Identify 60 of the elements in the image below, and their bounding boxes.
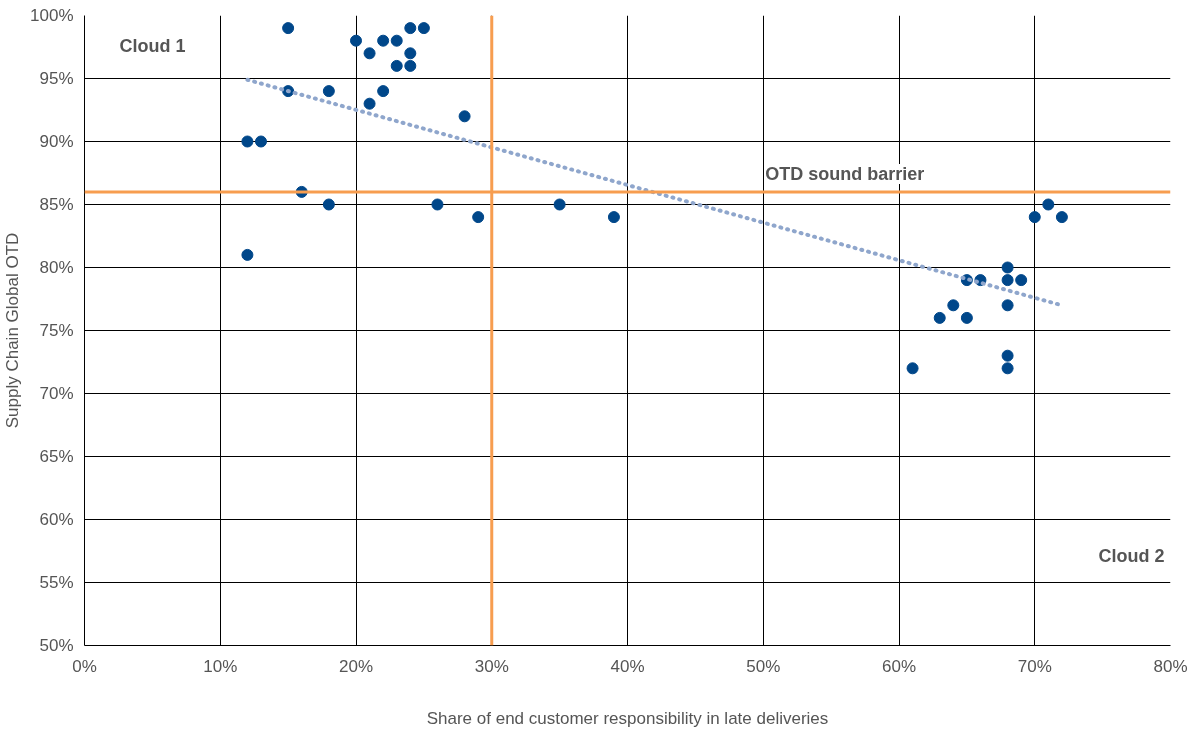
point — [254, 135, 267, 148]
y-tick-label: 100% — [30, 6, 74, 25]
point — [458, 110, 471, 123]
x-tick-label: 50% — [746, 656, 781, 676]
x-tick-label: 60% — [881, 656, 917, 676]
point — [377, 34, 390, 47]
point — [404, 47, 417, 60]
y-tick-label: 85% — [39, 195, 74, 214]
y-tick-label: 80% — [39, 258, 74, 277]
point — [390, 34, 403, 47]
ref-line-label: OTD sound barrier — [765, 163, 925, 184]
annotation: Cloud 2 — [1098, 545, 1165, 566]
point — [363, 47, 376, 60]
x-tick-label: 10% — [203, 656, 238, 676]
y-tick-label: 70% — [39, 384, 74, 403]
point — [377, 85, 390, 98]
point — [404, 59, 417, 72]
x-tick-label: 40% — [610, 656, 645, 676]
annotation: Cloud 1 — [119, 35, 186, 56]
point — [1001, 362, 1014, 375]
y-tick-label: 50% — [39, 636, 74, 655]
point — [607, 211, 620, 224]
point — [960, 311, 973, 324]
y-axis-title: Supply Chain Global OTD — [3, 232, 23, 429]
point — [1055, 211, 1068, 224]
y-tick-label: 55% — [39, 573, 74, 592]
point — [947, 299, 960, 312]
point — [282, 22, 295, 35]
point — [431, 198, 444, 211]
y-tick-label: 65% — [39, 447, 74, 466]
x-tick-label: 80% — [1153, 656, 1188, 676]
x-tick-label: 20% — [338, 656, 374, 676]
point — [417, 22, 430, 35]
point — [1042, 198, 1055, 211]
point — [241, 248, 254, 261]
point — [241, 135, 254, 148]
point — [553, 198, 566, 211]
point — [1001, 349, 1014, 362]
point — [472, 211, 485, 224]
point — [1001, 274, 1014, 287]
point — [1001, 299, 1014, 312]
point — [390, 59, 403, 72]
point — [322, 198, 335, 211]
x-tick-label: 70% — [1017, 656, 1052, 676]
point — [404, 22, 417, 35]
point — [906, 362, 919, 375]
y-tick-label: 95% — [39, 69, 74, 88]
y-tick-label: 60% — [39, 510, 74, 529]
point — [933, 311, 946, 324]
point — [1001, 261, 1014, 274]
point — [350, 34, 362, 47]
y-tick-label: 75% — [39, 321, 74, 340]
point — [1015, 274, 1028, 287]
point — [363, 97, 376, 110]
x-tick-label: 30% — [474, 656, 509, 676]
point — [1028, 211, 1041, 224]
x-tick-label: 0% — [72, 656, 97, 676]
point — [322, 85, 335, 98]
x-axis-title: Share of end customer responsibility in late deliveries — [426, 708, 829, 728]
y-tick-label: 90% — [39, 132, 74, 151]
